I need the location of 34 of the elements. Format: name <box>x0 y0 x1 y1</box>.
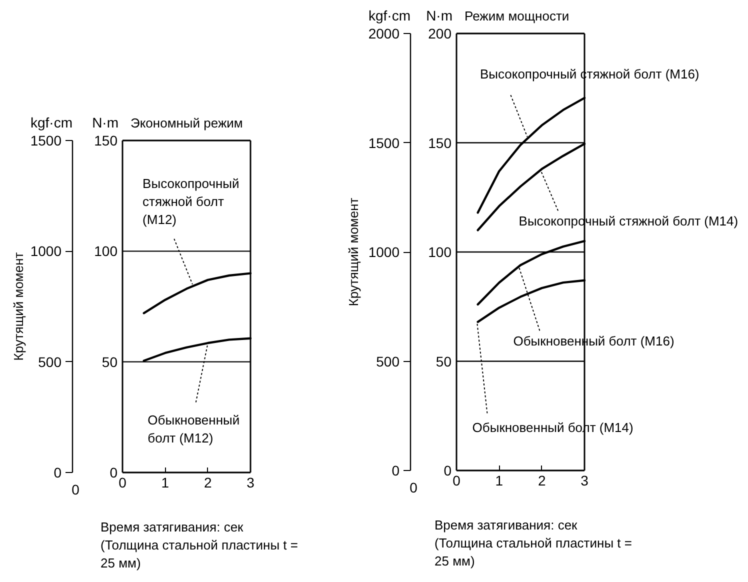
x-tick-label: 3 <box>246 474 255 490</box>
y2-tick-label: 500 <box>376 353 400 370</box>
annotation: Высокопрочный стяжной болт (M12) <box>142 176 240 227</box>
y-tick-label: 200 <box>428 26 452 42</box>
x-tick-label: 1 <box>495 472 504 488</box>
x-tick-label: 2 <box>204 474 212 490</box>
y2-tick-label: 1500 <box>368 134 400 151</box>
y2-axis-title: kgf·cm <box>368 8 410 24</box>
x-tick-label: 1 <box>161 474 170 490</box>
text: Крутящий момент <box>11 252 26 361</box>
y-tick-label: 150 <box>94 132 118 148</box>
y2-tick-label: 2000 <box>368 26 400 42</box>
y2-tick-label: 0 <box>392 462 400 478</box>
x-axis-title: Время затягивания: сек (Толщина стальной пластины t = 25 мм) <box>100 520 298 570</box>
chart-title: Режим мощности <box>464 8 570 24</box>
annotation: Обыкновенный болт (M12) <box>148 412 240 446</box>
y2-tick-label: 1500 <box>30 132 62 148</box>
y-tick-label: 50 <box>102 354 118 370</box>
x-axis-title: Время затягивания: сек (Толщина стальной пластины t = 25 мм) <box>434 518 632 568</box>
y2-tick-label: 1000 <box>30 243 62 260</box>
y2-tick-label: 1000 <box>368 244 400 260</box>
y2-axis-title: kgf·cm <box>30 114 72 130</box>
y-tick-label: 0 <box>444 462 452 478</box>
y-tick-label: 100 <box>94 243 118 260</box>
y-axis-title: N·m <box>426 8 453 24</box>
y-tick-label: 150 <box>428 134 452 151</box>
y-tick-label: 50 <box>436 353 452 370</box>
text: Крутящий момент <box>346 198 361 306</box>
chart-title: Экономный режим <box>130 116 243 130</box>
x-tick-label: 3 <box>580 472 589 488</box>
y-tick-label: 100 <box>428 244 452 260</box>
y-axis-title: N·m <box>92 114 119 130</box>
y2-tick-label: 500 <box>38 354 62 370</box>
x-tick-label: 2 <box>538 472 546 488</box>
